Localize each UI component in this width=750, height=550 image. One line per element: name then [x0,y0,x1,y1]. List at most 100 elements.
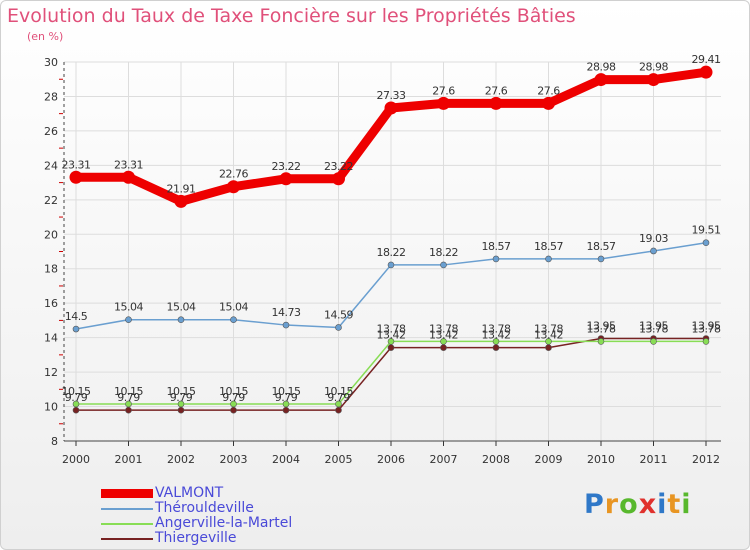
data-label-thiergeville: 9.79 [275,391,298,404]
data-label-thiergeville: 9.79 [65,391,88,404]
data-label-angerville-la-martel: 13.78 [639,322,668,335]
data-label-angerville-la-martel: 10.15 [324,385,353,398]
data-point-th-rouldeville [387,261,395,269]
data-label-angerville-la-martel: 10.15 [167,385,196,398]
data-label-valmont: 27.6 [485,84,508,97]
data-label-thiergeville: 9.79 [222,391,245,404]
data-label-th-rouldeville: 18.57 [534,240,563,253]
data-point-th-rouldeville [492,255,500,263]
data-label-valmont: 23.31 [62,158,91,171]
data-label-th-rouldeville: 14.59 [324,308,353,321]
data-point-valmont [122,170,135,184]
data-label-th-rouldeville: 19.51 [692,224,721,237]
data-label-valmont: 29.41 [692,53,721,66]
y-tick-label: 14 [44,332,58,345]
data-label-angerville-la-martel: 10.15 [114,385,143,398]
data-point-th-rouldeville [335,324,342,331]
data-point-valmont [647,73,660,87]
data-label-angerville-la-martel: 10.15 [62,385,91,398]
y-tick-label: 10 [44,401,58,414]
legend-item: Angerville-la-Martel [101,515,293,531]
x-tick-label: 2007 [430,453,458,466]
data-label-valmont: 21.91 [167,182,196,195]
y-tick-label: 18 [44,263,58,276]
data-label-valmont: 27.6 [537,84,560,97]
data-point-thiergeville [177,406,185,414]
data-label-valmont: 23.22 [272,160,301,173]
x-tick-label: 2000 [62,453,90,466]
data-point-valmont [174,194,188,208]
data-point-valmont [332,172,345,186]
legend-label: Angerville-la-Martel [155,515,293,531]
logo-letter: P [584,489,605,520]
y-tick-label: 26 [44,125,58,138]
x-tick-label: 2011 [640,453,668,466]
data-point-angerville-la-martel [650,338,657,345]
x-tick-label: 2002 [167,453,195,466]
data-label-valmont: 23.22 [324,160,353,173]
y-axis-unit: (en %) [27,30,64,43]
data-label-angerville-la-martel: 13.78 [482,322,511,335]
legend-item: Thérouldeville [101,500,292,516]
x-tick-label: 2009 [535,453,563,466]
legend-label: Thérouldeville [155,500,254,516]
data-point-valmont [489,96,503,110]
data-point-thiergeville [72,406,80,414]
legend-item: Thiergeville [101,530,292,546]
data-point-th-rouldeville [282,321,290,329]
data-label-th-rouldeville: 15.04 [219,301,248,314]
legend-swatch [101,537,153,540]
data-label-thiergeville: 13.42 [482,329,511,342]
x-tick-label: 2008 [482,453,510,466]
data-point-th-rouldeville [702,239,710,247]
data-label-thiergeville: 9.79 [327,391,350,404]
data-label-thiergeville: 13.95 [587,319,616,332]
data-point-valmont [69,170,83,184]
data-point-angerville-la-martel [335,400,342,408]
data-point-angerville-la-martel [702,338,710,345]
data-point-thiergeville [125,406,132,414]
data-label-valmont: 22.76 [219,168,248,181]
data-point-th-rouldeville [650,247,657,255]
data-label-valmont: 28.98 [639,61,668,74]
logo-letter: i [681,489,692,520]
data-label-valmont: 23.31 [114,158,143,171]
data-label-thiergeville: 13.95 [639,319,668,332]
data-label-valmont: 28.98 [587,61,616,74]
x-tick-label: 2005 [325,453,353,466]
data-point-th-rouldeville [125,316,132,324]
data-point-thiergeville [492,344,500,351]
data-point-angerville-la-martel [440,338,447,345]
logo-letter: t [667,489,682,520]
data-label-angerville-la-martel: 10.15 [219,385,248,398]
data-label-thiergeville: 9.79 [170,391,193,404]
data-point-th-rouldeville [597,255,605,263]
logo-letter: o [619,489,639,520]
logo-letter: r [604,489,620,520]
data-label-th-rouldeville: 14.5 [65,310,88,323]
data-label-angerville-la-martel: 13.78 [534,322,563,335]
data-point-angerville-la-martel [387,338,395,345]
y-tick-label: 12 [44,366,58,379]
data-point-th-rouldeville [545,255,552,263]
data-label-th-rouldeville: 18.57 [587,240,616,253]
x-tick-label: 2004 [272,453,300,466]
data-label-th-rouldeville: 18.22 [377,246,406,259]
y-tick-label: 30 [44,56,58,69]
data-label-thiergeville: 13.95 [692,319,721,332]
data-label-angerville-la-martel: 13.78 [692,322,721,335]
y-tick-label: 24 [44,159,58,172]
data-label-th-rouldeville: 15.04 [114,301,143,314]
data-point-angerville-la-martel [177,400,185,408]
data-point-thiergeville [545,344,552,351]
data-label-thiergeville: 13.42 [534,329,563,342]
data-point-th-rouldeville [72,325,80,333]
legend-swatch [101,507,153,510]
proxiti-logo: Proxiti [584,489,692,520]
x-tick-label: 2010 [587,453,615,466]
data-label-thiergeville: 9.79 [117,391,140,404]
data-point-angerville-la-martel [492,338,500,345]
data-point-valmont [384,101,398,115]
